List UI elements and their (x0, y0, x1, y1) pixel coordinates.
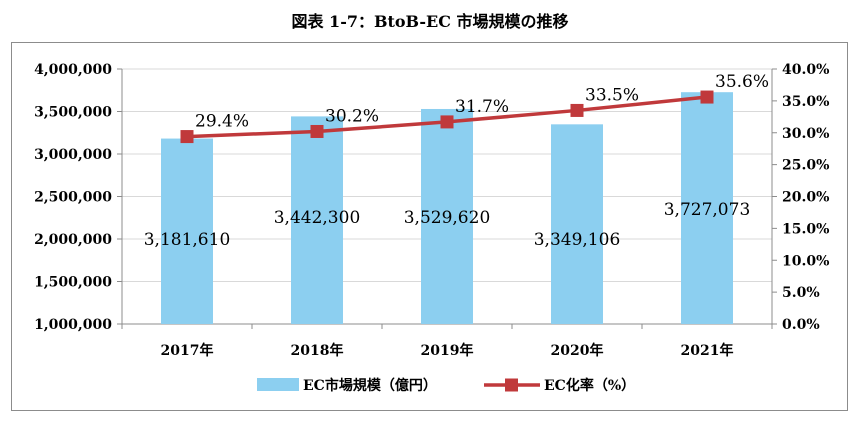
line-point-marker (440, 115, 454, 129)
y-right-tick-label: 40.0% (782, 62, 829, 78)
legend-bar-swatch (257, 378, 299, 391)
y-left-tick-label: 3,500,000 (34, 105, 112, 121)
chart-title: 図表 1-7：BtoB-EC 市場規模の推移 (291, 12, 569, 31)
y-right-tick-label: 5.0% (782, 285, 820, 301)
legend-line-marker (505, 378, 518, 392)
y-left-tick-label: 3,000,000 (34, 147, 112, 163)
x-tick-label: 2020年 (551, 342, 604, 359)
line-data-label: 31.7% (455, 97, 509, 117)
legend-bar-label: EC市場規模（億円） (303, 377, 437, 394)
x-tick-label: 2018年 (291, 342, 344, 359)
x-tick-label: 2021年 (681, 342, 734, 359)
y-right-tick-label: 20.0% (782, 190, 829, 206)
bar (161, 138, 213, 324)
bar (551, 124, 603, 324)
y-right-tick-label: 35.0% (782, 94, 829, 110)
x-tick-label: 2019年 (421, 342, 474, 359)
line-data-label: 29.4% (195, 112, 249, 132)
y-right-tick-label: 15.0% (782, 221, 829, 237)
y-left-tick-label: 1,000,000 (34, 317, 112, 333)
bar (291, 116, 343, 324)
y-right-tick-label: 10.0% (782, 253, 829, 269)
y-left-tick-label: 2,000,000 (34, 232, 112, 248)
bar-data-label: 3,181,610 (144, 230, 231, 250)
y-left-tick-label: 2,500,000 (34, 190, 112, 206)
y-right-tick-label: 30.0% (782, 126, 829, 142)
chart-frame (11, 42, 848, 411)
y-right-tick-label: 25.0% (782, 158, 829, 174)
line-data-label: 33.5% (585, 85, 639, 105)
line-point-marker (570, 103, 584, 117)
y-right-tick-label: 0.0% (782, 317, 820, 333)
bar-data-label: 3,727,073 (664, 200, 751, 220)
line-point-marker (310, 124, 324, 138)
y-left-tick-label: 1,500,000 (34, 275, 112, 291)
bar (421, 108, 473, 324)
y-left-tick-label: 4,000,000 (34, 62, 112, 78)
legend-line-label: EC化率（%） (544, 377, 635, 394)
line-data-label: 35.6% (715, 72, 769, 92)
x-tick-label: 2017年 (161, 342, 214, 359)
bar-data-label: 3,442,300 (274, 208, 361, 228)
bar-data-label: 3,349,106 (534, 230, 621, 250)
line-data-label: 30.2% (325, 106, 379, 126)
line-point-marker (180, 130, 194, 144)
bar-data-label: 3,529,620 (404, 208, 491, 228)
bar (681, 92, 733, 324)
line-point-marker (700, 90, 714, 104)
